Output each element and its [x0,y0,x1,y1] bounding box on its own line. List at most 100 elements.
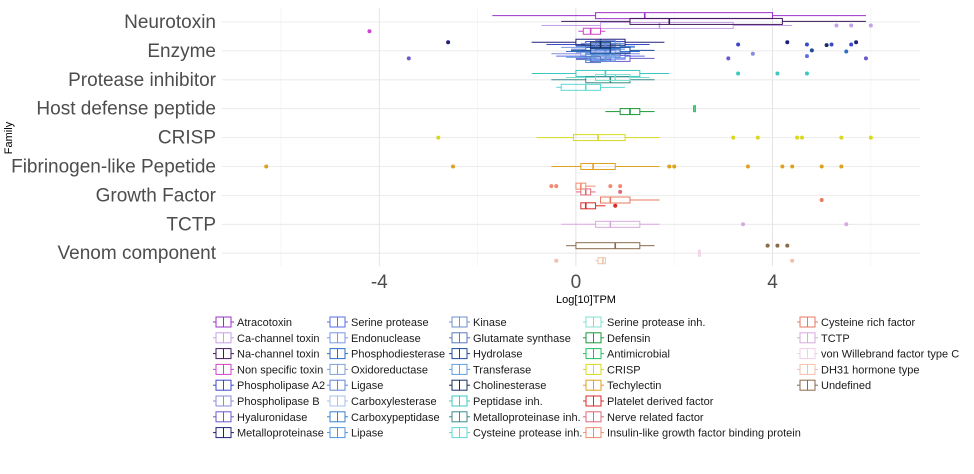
legend-item: Defensin [583,332,650,345]
box-tctp [561,220,849,228]
legend-label: Phosphodiesterase [351,349,445,361]
legend-item: Transferase [449,363,531,376]
outlier-point [804,42,809,47]
box-crisp [436,134,873,142]
outlier-point [839,164,844,169]
y-tick-label: Neurotoxin [124,12,216,33]
box-antimicrobial [693,105,696,113]
outlier-point [554,184,559,189]
x-tick-label: -4 [371,272,388,293]
x-axis-tick-labels: -4 0 4 [371,272,778,293]
box-serine-protease-inh- [566,73,650,81]
legend-label: Non specific toxin [237,364,323,376]
legend-item: Hyaluronidase [213,411,307,424]
legend-item: Metalloproteinase [213,427,324,440]
outlier-point [667,164,672,169]
legend-item: Non specific toxin [213,363,323,376]
box-dh31-hormone-type [554,257,795,265]
box-cholinesterase [580,41,829,49]
legend-label: Phospholipase A2 [237,380,325,392]
legend-label: Transferase [473,364,531,376]
box-von-willebrand-factor-type-c [698,249,701,257]
legend-item: Endonuclease [327,332,421,345]
outlier-point [863,56,868,61]
legend-label: Metalloproteinase [237,428,324,440]
legend-label: Serine protease inh. [607,317,705,329]
legend-item: Hydrolase [449,348,523,361]
outlier-point [785,40,790,45]
x-tick-label: 0 [571,272,582,293]
outlier-point [446,40,451,45]
outlier-point [809,48,814,53]
outlier-point [849,23,854,28]
outlier-point [790,258,795,263]
legend-label: Techylectin [607,380,661,392]
legend-item: Na-channel toxin [213,348,320,361]
legend-item: Glutamate synthase [449,332,571,345]
legend-item: Techylectin [583,379,661,392]
legend-label: Cholinesterase [473,380,546,392]
outlier-point [775,71,780,76]
legend-item: DH31 hormone type [797,363,919,376]
legend: Atracotoxin Ca-channel toxin Na-channel to… [213,316,959,440]
outlier-point [804,54,809,59]
box-defensin [605,108,655,116]
legend-item: Kinase [449,316,507,329]
legend-item: Metalloproteinase inh. [449,411,581,424]
y-tick-label: Protease inhibitor [68,70,217,91]
legend-item: Peptidase inh. [449,395,543,408]
legend-label: Hyaluronidase [237,412,307,424]
outlier-point [819,164,824,169]
legend-label: Ca-channel toxin [237,333,320,345]
legend-label: Insulin-like growth factor binding prote… [607,428,801,440]
outlier-point [765,243,770,248]
outlier-point [731,135,736,140]
legend-label: Ligase [351,380,383,392]
legend-item: Oxidoreductase [327,363,428,376]
legend-item: von Willebrand factor type C [797,348,959,361]
outlier-point [451,164,456,169]
legend-label: DH31 hormone type [821,364,919,376]
legend-label: Na-channel toxin [237,349,320,361]
outlier-point [436,135,441,140]
x-axis-title: Log[10]TPM [556,294,616,306]
legend-label: Kinase [473,317,507,329]
box-iqr [580,202,597,210]
outlier-point [868,23,873,28]
y-axis-title: Family [3,121,15,154]
legend-item: Lipase [327,427,383,440]
box-platelet-derived-factor [580,202,618,210]
y-tick-label: Venom component [58,243,217,264]
legend-label: Oxidoreductase [351,364,428,376]
outlier-point [849,42,854,47]
box-iqr [595,73,631,81]
legend-item: Cholinesterase [449,379,546,392]
legend-label: Serine protease [351,317,429,329]
outlier-point [264,164,269,169]
outlier-point [775,243,780,248]
legend-item: Ca-channel toxin [213,332,320,345]
box-transferase [585,54,626,62]
legend-label: Cysteine protease inh. [473,428,582,440]
legend-item: Atracotoxin [213,316,292,329]
box-cysteine-rich-factor [599,196,824,204]
legend-item: Platelet derived factor [583,395,714,408]
y-tick-label: Host defense peptide [36,99,216,120]
legend-label: Platelet derived factor [607,396,714,408]
legend-item: Carboxypeptidase [327,411,440,424]
outlier-point [741,222,746,227]
legend-label: Peptidase inh. [473,396,543,408]
legend-item: Nerve related factor [583,411,704,424]
outlier-point [755,135,760,140]
outlier-point [800,135,805,140]
legend-item: Cysteine rich factor [797,316,915,329]
outlier-point [549,184,554,189]
outlier-point [795,135,800,140]
box-insulin-like-growth-factor-binding-protein [549,182,623,190]
y-tick-label: CRISP [158,128,216,149]
legend-label: Lipase [351,428,383,440]
outlier-point [834,23,839,28]
box-iqr [599,21,734,29]
